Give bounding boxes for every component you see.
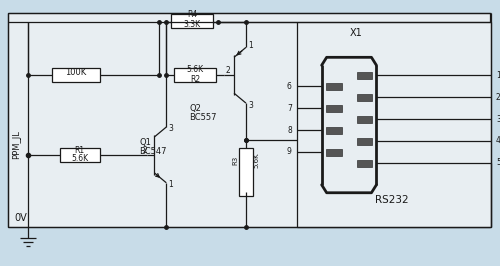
Text: 2: 2 [226, 66, 230, 75]
Bar [356, 94, 372, 101]
Text: 7: 7 [287, 103, 292, 113]
Text: 1: 1 [496, 71, 500, 80]
Text: 3: 3 [248, 101, 253, 110]
Bar [326, 127, 342, 134]
Bar [172, 14, 213, 28]
Bar [356, 160, 372, 167]
Text: PPM_JL: PPM_JL [12, 131, 22, 159]
Text: 5: 5 [496, 158, 500, 167]
Bar [326, 83, 342, 90]
Bar [174, 68, 216, 82]
Text: R1: R1 [74, 146, 85, 155]
Text: 6: 6 [287, 82, 292, 91]
Text: R3: R3 [232, 155, 238, 164]
Text: R2: R2 [190, 75, 200, 84]
Text: Q1: Q1 [140, 139, 151, 147]
Text: 0V: 0V [14, 213, 26, 223]
Text: Q2: Q2 [189, 103, 201, 113]
Text: 1: 1 [248, 41, 252, 50]
Text: 3.3K: 3.3K [184, 20, 201, 29]
Bar [52, 68, 100, 82]
Text: BC557: BC557 [189, 113, 216, 122]
Bar [356, 72, 372, 79]
Text: 4: 4 [496, 136, 500, 146]
Text: 1: 1 [168, 180, 173, 189]
Text: R4: R4 [187, 10, 198, 19]
Bar [297, 22, 491, 227]
Bar [326, 149, 342, 156]
Bar [60, 148, 100, 162]
Text: RS232: RS232 [374, 195, 408, 205]
Text: 2: 2 [142, 146, 147, 155]
Text: 100K: 100K [65, 68, 86, 77]
Text: 2: 2 [496, 93, 500, 102]
Bar [356, 138, 372, 145]
Text: 3: 3 [496, 115, 500, 124]
Text: 9: 9 [287, 147, 292, 156]
Text: 8: 8 [287, 126, 292, 135]
Text: 5.6K: 5.6K [254, 152, 260, 168]
Text: 5.6K: 5.6K [186, 65, 204, 74]
Bar [356, 116, 372, 123]
Bar [239, 148, 253, 196]
Text: BC547: BC547 [140, 147, 167, 156]
Text: 3: 3 [168, 123, 173, 132]
Bar [326, 105, 342, 112]
Text: X1: X1 [350, 28, 363, 38]
Bar [8, 13, 490, 227]
Text: 5.6K: 5.6K [71, 154, 88, 163]
